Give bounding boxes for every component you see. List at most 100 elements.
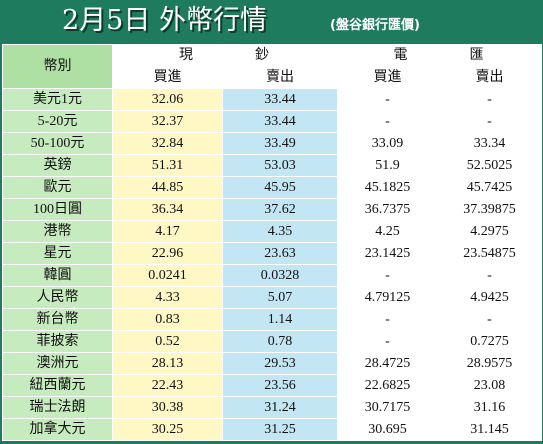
wire-sell-cell: 31.145 [437,418,542,441]
currency-column-header: 幣別 [2,44,113,89]
currency-cell: 韓圓 [2,264,113,287]
wire-sell-cell: - [437,264,542,287]
cash-buy-cell: 32.84 [112,132,223,155]
wire-buy-cell: 4.79125 [337,286,438,309]
cash-sell-cell: 0.0328 [222,264,338,287]
cash-buy-cell: 28.13 [112,352,223,375]
cash-sell-cell: 29.53 [222,352,338,375]
currency-cell: 美元1元 [2,88,113,111]
wire-buy-cell: 51.9 [337,154,438,177]
cash-sell-cell: 33.49 [222,132,338,155]
currency-cell: 50-100元 [2,132,113,155]
cash-sell-cell: 4.35 [222,220,338,243]
cash-buy-cell: 32.37 [112,110,223,133]
wire-buy-cell: - [337,110,438,133]
cash-sell-cell: 37.62 [222,198,338,221]
wire-buy-cell: 28.4725 [337,352,438,375]
currency-cell: 港幣 [2,220,113,243]
cash-sell-cell: 31.24 [222,396,338,419]
cash-buy-cell: 22.43 [112,374,223,397]
bank-source-label: (盤谷銀行匯價) [330,18,420,33]
cash-buy-cell: 51.31 [112,154,223,177]
cash-buy-header: 買進 [112,66,223,89]
table-row: 星元 22.96 23.63 23.1425 23.54875 [2,242,542,265]
cash-buy-cell: 36.34 [112,198,223,221]
wire-buy-cell: 30.695 [337,418,438,441]
table-row: 韓圓 0.0241 0.0328- - [2,264,542,287]
cash-buy-cell: 0.0241 [112,264,223,287]
cash-buy-cell: 44.85 [112,176,223,199]
exchange-rate-table-body: 幣別 現鈔 電匯 買進 賣出 買進 賣出 美元1元 32.06 33.44- -5-2… [2,44,542,441]
cash-group-header: 現鈔 [112,44,338,67]
cash-sell-cell: 33.44 [222,88,338,111]
table-row: 人民幣 4.33 5.07 4.79125 4.9425 [2,286,542,309]
cash-sell-cell: 33.44 [222,110,338,133]
table-row: 美元1元 32.06 33.44- - [2,88,542,111]
cash-sell-cell: 23.63 [222,242,338,265]
wire-buy-cell: 22.6825 [337,374,438,397]
wire-sell-cell: 45.7425 [437,176,542,199]
table-row: 5-20元 32.37 33.44- - [2,110,542,133]
cash-header-right: 鈔 [255,47,271,63]
page-title: 2月5日 外幣行情 [62,5,267,36]
wire-buy-cell: - [337,264,438,287]
currency-cell: 加拿大元 [2,418,113,441]
cash-buy-cell: 30.25 [112,418,223,441]
currency-cell: 英鎊 [2,154,113,177]
cash-buy-cell: 4.33 [112,286,223,309]
currency-cell: 新台幣 [2,308,113,331]
cash-sell-cell: 5.07 [222,286,338,309]
cash-sell-header: 賣出 [222,66,338,89]
currency-cell: 瑞士法朗 [2,396,113,419]
cash-buy-cell: 22.96 [112,242,223,265]
cash-buy-cell: 0.52 [112,330,223,353]
currency-cell: 人民幣 [2,286,113,309]
wire-buy-cell: 45.1825 [337,176,438,199]
exchange-rate-table: 幣別 現鈔 電匯 買進 賣出 買進 賣出 美元1元 32.06 33.44- -5-2… [2,44,542,441]
wire-sell-cell: 37.39875 [437,198,542,221]
table-row: 港幣 4.17 4.35 4.25 4.2975 [2,220,542,243]
wire-sell-cell: - [437,110,542,133]
currency-cell: 5-20元 [2,110,113,133]
table-row: 澳洲元 28.13 29.53 28.4725 28.9575 [2,352,542,375]
table-row: 英鎊 51.31 53.03 51.9 52.5025 [2,154,542,177]
cash-sell-cell: 0.78 [222,330,338,353]
wire-buy-cell: 33.09 [337,132,438,155]
wire-sell-cell: 4.9425 [437,286,542,309]
wire-buy-cell: 36.7375 [337,198,438,221]
table-row: 加拿大元 30.25 31.25 30.695 31.145 [2,418,542,441]
wire-buy-cell: 4.25 [337,220,438,243]
table-row: 菲披索 0.52 0.78-0.7275 [2,330,542,353]
wire-sell-cell: 23.54875 [437,242,542,265]
table-row: 歐元 44.85 45.95 45.1825 45.7425 [2,176,542,199]
wire-buy-header: 買進 [337,66,438,89]
cash-sell-cell: 53.03 [222,154,338,177]
table-row: 瑞士法朗 30.38 31.24 30.7175 31.16 [2,396,542,419]
wire-sell-cell: - [437,308,542,331]
cash-sell-cell: 45.95 [222,176,338,199]
wire-sell-cell: 31.16 [437,396,542,419]
wire-sell-cell: 33.34 [437,132,542,155]
cash-buy-cell: 0.83 [112,308,223,331]
table-row: 100日圓 36.34 37.62 36.7375 37.39875 [2,198,542,221]
cash-sell-cell: 31.25 [222,418,338,441]
wire-sell-cell: 4.2975 [437,220,542,243]
currency-cell: 100日圓 [2,198,113,221]
wire-group-header: 電匯 [337,44,542,67]
cash-header-left: 現 [179,47,195,63]
cash-buy-cell: 32.06 [112,88,223,111]
wire-sell-cell: 52.5025 [437,154,542,177]
table-row: 新台幣 0.83 1.14- - [2,308,542,331]
wire-sell-header: 賣出 [437,66,542,89]
wire-buy-cell: - [337,88,438,111]
currency-cell: 澳洲元 [2,352,113,375]
wire-buy-cell: - [337,308,438,331]
table-header-row: 幣別 現鈔 電匯 [2,44,542,89]
cash-buy-cell: 4.17 [112,220,223,243]
wire-header-right: 匯 [469,47,486,63]
wire-buy-cell: - [337,330,438,353]
wire-sell-cell: 0.7275 [437,330,542,353]
wire-buy-cell: 30.7175 [337,396,438,419]
wire-buy-cell: 23.1425 [337,242,438,265]
